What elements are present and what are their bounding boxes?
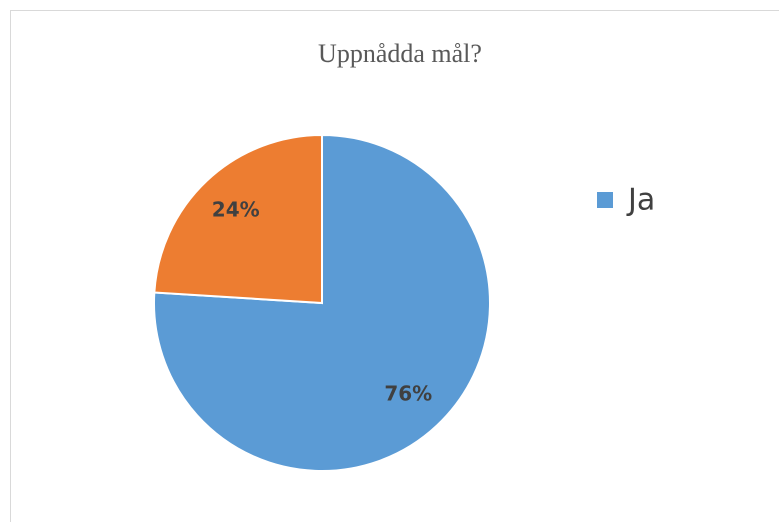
pie-slice	[153, 133, 491, 472]
chart-title: Uppnådda mål?	[318, 39, 482, 68]
pie-slice	[153, 133, 323, 305]
data-label: 76%	[384, 381, 432, 405]
data-label: 24%	[212, 198, 260, 222]
legend-label: Ja	[626, 183, 655, 218]
legend-swatch	[597, 192, 613, 208]
